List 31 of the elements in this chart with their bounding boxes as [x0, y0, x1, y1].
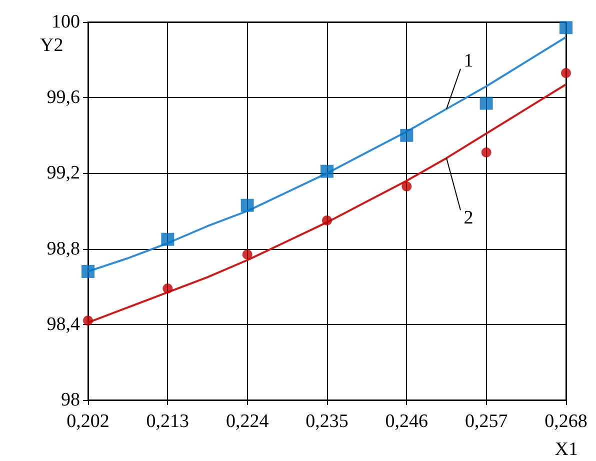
point: [82, 264, 94, 278]
x-tick-label: 0,202: [66, 411, 110, 432]
x-tick-label: 0,224: [226, 411, 270, 432]
y-axis-title: Y2: [40, 35, 64, 56]
point: [240, 198, 254, 212]
point: [481, 147, 492, 158]
point: [400, 128, 414, 142]
point: [161, 232, 174, 246]
point: [242, 249, 252, 260]
point: [322, 215, 332, 226]
point: [480, 96, 493, 110]
y-tick-label: 100: [52, 12, 80, 32]
x-tick-label: 0,257: [464, 411, 508, 432]
x-axis-title: X1: [554, 439, 578, 460]
series-label: 1: [464, 50, 474, 72]
y-tick-label: 99,6: [46, 87, 80, 108]
y-tick-label: 98,8: [46, 238, 80, 260]
y-tick-label: 98: [61, 390, 80, 410]
point: [162, 283, 173, 294]
point: [560, 21, 572, 34]
point: [320, 164, 334, 178]
x-tick-label: 0,213: [146, 411, 190, 432]
x-tick-label: 0,268: [544, 411, 588, 432]
point: [402, 181, 412, 192]
x-tick-label: 0,246: [385, 411, 428, 432]
y-tick-label: 98,4: [46, 314, 80, 335]
y-tick-label: 99,2: [46, 162, 80, 184]
text: 2: [464, 208, 474, 229]
point: [561, 68, 571, 78]
point: [83, 316, 93, 326]
x-tick-label: 0,235: [306, 411, 348, 432]
